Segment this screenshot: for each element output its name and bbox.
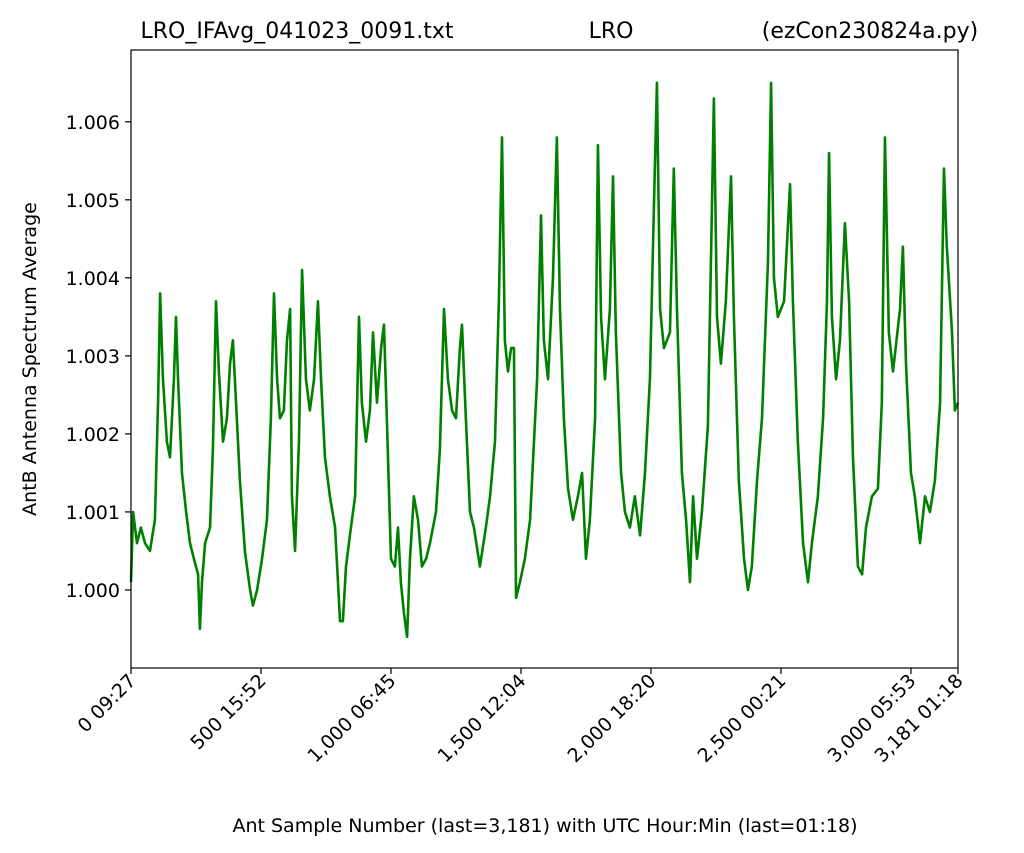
data-line [129, 81, 960, 639]
y-axis-label: AntB Antenna Spectrum Average [19, 202, 41, 516]
chart-title: (ezCon230824a.py) [762, 19, 978, 44]
x-tick-label: 2,000 18:20 [563, 670, 660, 767]
y-tick-label: 1.004 [66, 268, 120, 290]
plot-frame [130, 49, 959, 669]
chart-title: LRO [589, 19, 634, 44]
y-tick-label: 1.005 [66, 190, 120, 212]
y-tick-label: 1.006 [66, 112, 120, 134]
x-tick-label: 2,500 00:21 [693, 670, 790, 767]
x-tick-label: 500 15:52 [186, 670, 270, 754]
y-tick-label: 1.000 [66, 580, 120, 602]
y-tick-label: 1.003 [66, 346, 120, 368]
x-tick-label: 1,500 12:04 [434, 670, 531, 767]
y-tick-label: 1.001 [66, 502, 120, 524]
y-tick-label: 1.002 [66, 424, 120, 446]
x-tick-label: 1,000 06:45 [304, 670, 401, 767]
x-axis-label: Ant Sample Number (last=3,181) with UTC … [232, 815, 857, 837]
x-tick-label: 0 09:27 [73, 670, 140, 737]
chart-title: LRO_IFAvg_041023_0091.txt [141, 19, 454, 44]
